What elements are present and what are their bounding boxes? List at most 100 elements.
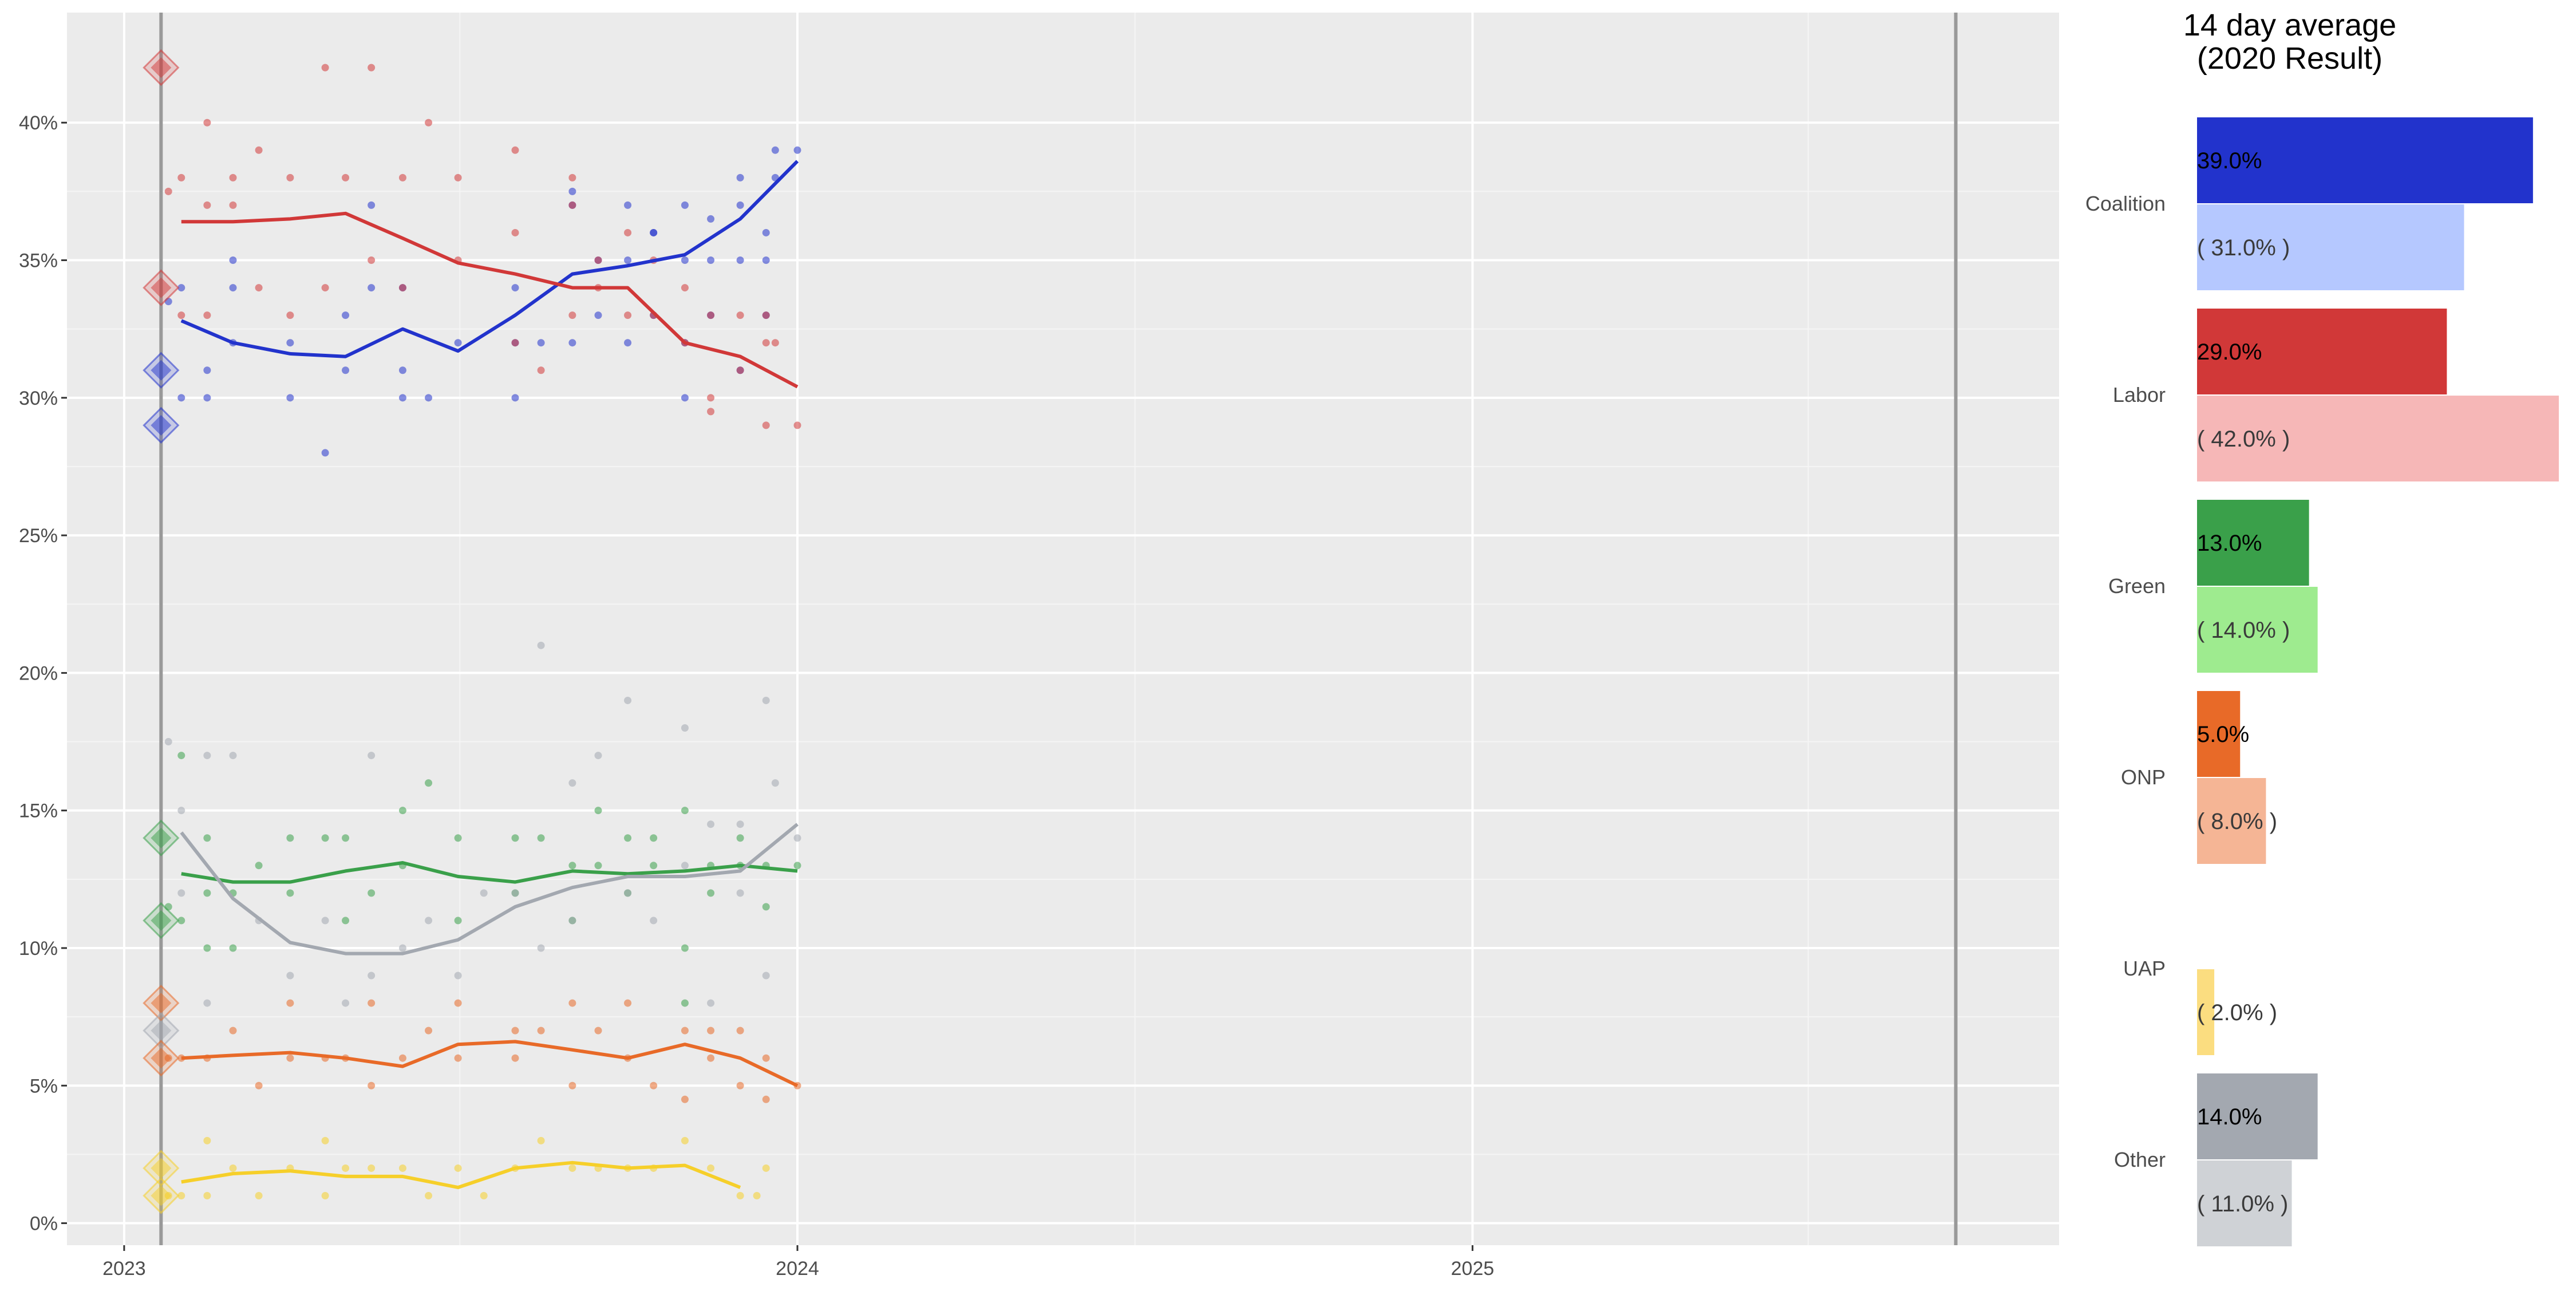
result-diamond-inner	[151, 910, 172, 931]
poll-point	[286, 889, 294, 897]
trend-line-coalition	[180, 160, 799, 358]
y-tick-label: 0%	[30, 1213, 58, 1235]
poll-point	[425, 1191, 433, 1199]
x-tick-label: 2023	[102, 1258, 146, 1280]
bar-current-onp	[2197, 691, 2241, 777]
bar-result-labor	[2197, 396, 2559, 481]
poll-point	[568, 339, 576, 347]
result-diamond-inner	[151, 1158, 172, 1179]
poll-point	[177, 1191, 185, 1199]
poll-point	[454, 339, 462, 347]
poll-point	[454, 972, 462, 980]
poll-point	[454, 1164, 462, 1172]
bar-result-uap	[2197, 969, 2215, 1055]
poll-point	[425, 394, 433, 402]
result-marker-other	[143, 1012, 180, 1049]
poll-point	[177, 752, 185, 760]
result-marker-onp	[143, 984, 180, 1022]
poll-point	[342, 366, 350, 374]
bar-current-other	[2197, 1073, 2318, 1159]
poll-point	[177, 173, 185, 181]
poll-point	[203, 752, 211, 760]
poll-point	[650, 917, 658, 925]
poll-point	[681, 1095, 689, 1103]
result-marker-labor	[143, 269, 180, 306]
poll-point	[398, 1164, 406, 1172]
poll-point	[203, 944, 211, 952]
y-tick-label: 5%	[30, 1075, 58, 1097]
poll-point	[707, 889, 715, 897]
poll-point	[624, 889, 632, 897]
poll-point	[203, 394, 211, 402]
poll-point	[681, 944, 689, 952]
poll-point	[229, 1164, 237, 1172]
poll-point	[368, 972, 376, 980]
poll-point	[736, 173, 744, 181]
poll-point	[594, 807, 602, 815]
poll-point	[736, 366, 744, 374]
poll-point	[736, 1191, 744, 1199]
poll-point	[681, 284, 689, 292]
poll-point	[624, 999, 632, 1007]
panel-background	[67, 13, 2059, 1245]
poll-point	[681, 1027, 689, 1035]
poll-point	[203, 311, 211, 319]
poll-point	[681, 394, 689, 402]
poll-point	[398, 173, 406, 181]
poll-point	[707, 999, 715, 1007]
poll-point	[368, 284, 376, 292]
result-marker-onp	[143, 1040, 180, 1077]
poll-point	[425, 917, 433, 925]
poll-point	[255, 1081, 263, 1089]
bar-current-label: 29.0%	[2197, 339, 2262, 365]
poll-point	[707, 215, 715, 223]
poll-point	[229, 173, 237, 181]
trend-line-labor	[181, 211, 799, 389]
y-tick-label: 20%	[19, 662, 58, 684]
poll-point	[568, 999, 576, 1007]
poll-point	[286, 1054, 294, 1062]
poll-point	[229, 944, 237, 952]
poll-point	[568, 187, 576, 195]
poll-point	[321, 834, 329, 842]
poll-point	[321, 917, 329, 925]
poll-point	[342, 1164, 350, 1172]
poll-point	[762, 311, 770, 319]
trend-line-onp	[181, 1040, 799, 1088]
result-marker-uap	[143, 1177, 180, 1214]
poll-point	[511, 146, 519, 154]
poll-point	[368, 889, 376, 897]
result-marker-green	[143, 902, 180, 939]
poll-point	[762, 1164, 770, 1172]
poll-point	[511, 394, 519, 402]
poll-point	[594, 256, 602, 264]
bar-panel-subtitle: (2020 Result)	[2197, 41, 2383, 76]
poll-point	[286, 311, 294, 319]
poll-point	[707, 408, 715, 416]
poll-point	[342, 999, 350, 1007]
poll-point	[624, 311, 632, 319]
poll-point	[650, 1081, 658, 1089]
poll-point	[203, 1191, 211, 1199]
poll-point	[762, 696, 770, 704]
poll-point	[321, 284, 329, 292]
bar-result-label: ( 2.0% )	[2197, 1000, 2277, 1025]
poll-point	[177, 889, 185, 897]
poll-point	[793, 834, 801, 842]
poll-point	[229, 752, 237, 760]
poll-point	[286, 972, 294, 980]
result-marker-uap	[143, 1150, 180, 1187]
bar-current-coalition	[2197, 117, 2533, 203]
poll-point	[229, 256, 237, 264]
poll-point	[568, 779, 576, 787]
poll-point	[342, 173, 350, 181]
poll-point	[681, 999, 689, 1007]
poll-point	[568, 1164, 576, 1172]
result-diamond-inner	[151, 1020, 172, 1041]
poll-point	[736, 834, 744, 842]
poll-point	[736, 820, 744, 828]
poll-point	[736, 256, 744, 264]
poll-point	[537, 1027, 545, 1035]
